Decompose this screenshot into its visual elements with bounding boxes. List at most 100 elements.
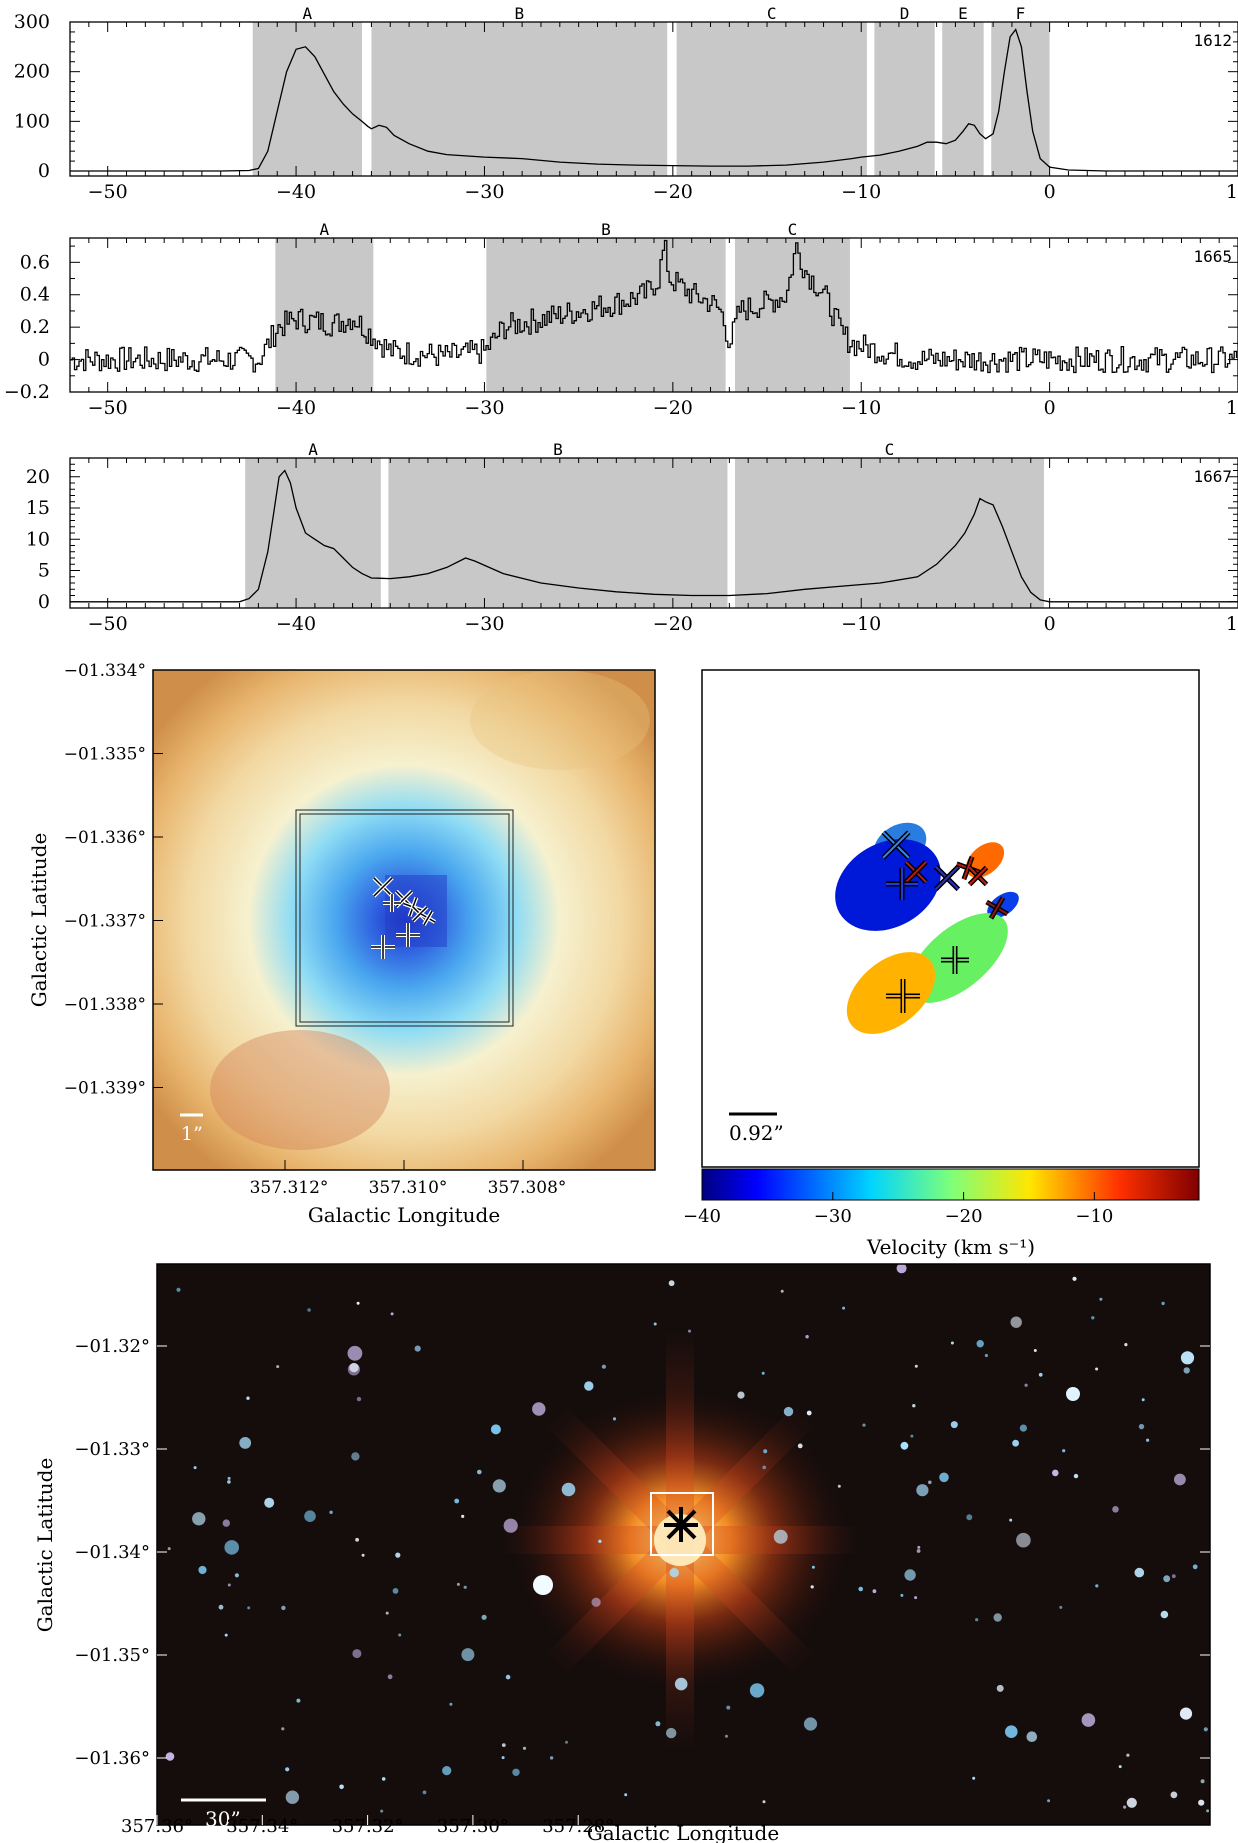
y-tick-label: 300 [14, 11, 50, 33]
velocity-component-ellipse [846, 952, 936, 1034]
region-c [735, 238, 850, 392]
x-tick-label: 0 [1044, 397, 1056, 419]
zoom-map-panel: 1” −01.334°−01.335°−01.336°−01.337°−01.3… [27, 661, 656, 1227]
y-tick-label: 5 [38, 560, 50, 582]
zoom-y-tick-label: −01.337° [64, 912, 146, 932]
zoom-x-ticks: 357.312° 357.310° 357.308° [250, 1160, 567, 1198]
wide-y-axis-label: Galactic Latitude [33, 1458, 57, 1633]
x-tick-label: 0 [1044, 181, 1056, 203]
y-tick-label: 0.4 [20, 284, 50, 306]
bright-star [533, 1575, 553, 1595]
region-label: C [788, 220, 798, 239]
zoom-y-ticks: −01.334° −01.335° −01.336° −01.337° −01.338°… [64, 661, 163, 1099]
spectrum-line [70, 28, 1238, 172]
colorbar-tick-label: −20 [945, 1206, 983, 1227]
zoom-y-tick-label: −01.339° [64, 1079, 146, 1099]
y-tick-label: 200 [14, 61, 50, 83]
wide-y-tick-label: −01.33° [74, 1439, 150, 1460]
x-tick-label: −30 [464, 181, 504, 203]
frequency-label: 1667 [1193, 467, 1232, 486]
zoom-x-tick-label: 357.310° [369, 1178, 448, 1198]
colorbar-tick-label: −30 [814, 1206, 852, 1227]
colorbar-ticks: −40 −30 −20 −10 [683, 1192, 1113, 1227]
zoom-y-tick-label: −01.336° [64, 828, 146, 848]
wide-x-tick-label: 357.30° [437, 1816, 509, 1837]
region-a [252, 22, 362, 176]
spectrum-line [70, 239, 1238, 374]
region-label: A [303, 4, 313, 23]
x-tick-label: 10 [1226, 613, 1238, 635]
wide-x-tick-label: 357.28° [542, 1816, 614, 1837]
wide-scale-label: 30” [205, 1807, 241, 1831]
x-tick-label: −30 [464, 397, 504, 419]
velocity-ellipses [835, 822, 1019, 1034]
colorbar-tick-label: −40 [683, 1206, 721, 1227]
x-tick-label: −40 [276, 397, 316, 419]
zoom-y-tick-label: −01.335° [64, 745, 146, 765]
region-label: C [885, 440, 895, 459]
wide-y-tick-label: −01.36° [74, 1748, 150, 1769]
wide-field-image [157, 1264, 1210, 1825]
region-label: C [767, 4, 777, 23]
y-tick-label: 0 [38, 591, 50, 613]
y-tick-label: 0.6 [20, 251, 50, 273]
region-label: B [553, 440, 563, 459]
frequency-label: 1612 [1193, 31, 1232, 50]
region-label: A [320, 220, 330, 239]
wide-x-axis-label: Galactic Longitude [587, 1821, 779, 1843]
region-d [874, 22, 935, 176]
x-tick-label: −10 [841, 613, 881, 635]
x-tick-label: −40 [276, 613, 316, 635]
y-tick-label: 10 [26, 528, 50, 550]
x-tick-label: −10 [841, 397, 881, 419]
region-label: E [958, 4, 968, 23]
x-tick-label: −20 [653, 397, 693, 419]
region-label: D [900, 4, 910, 23]
spectrum-1665-panel: A B C −50 −40 −30 −20 −10 0 10 −0.2 0 0.2 0.4 0.6 1665 [4, 220, 1238, 419]
wide-y-tick-label: −01.35° [74, 1645, 150, 1666]
region-a [245, 458, 381, 608]
x-tick-label: −20 [653, 181, 693, 203]
y-tick-label: 15 [26, 497, 50, 519]
region-c [735, 458, 1044, 608]
velocity-colorbar [701, 1168, 1200, 1201]
x-tick-label: −50 [88, 181, 128, 203]
field-stars [165, 1264, 1210, 1813]
velocity-component-panel: 0.92” −40 −30 −20 −10 Velocity (km s⁻¹) [683, 669, 1200, 1259]
y-tick-label: 0 [38, 160, 50, 182]
spectrum-1667-panel: A B C −50 −40 −30 −20 −10 0 10 0 5 10 15 20 1667 [26, 440, 1238, 635]
region-a [275, 238, 374, 392]
y-tick-label: 100 [14, 110, 50, 132]
region-label: B [514, 4, 524, 23]
x-tick-label: −50 [88, 397, 128, 419]
zoom-x-axis-label: Galactic Longitude [308, 1203, 500, 1227]
x-tick-label: 0 [1044, 613, 1056, 635]
wide-y-tick-label: −01.32° [74, 1336, 150, 1357]
region-b [486, 238, 726, 392]
y-tick-label: −0.2 [4, 381, 50, 403]
x-tick-label: −40 [276, 181, 316, 203]
bright-star [1066, 1387, 1080, 1401]
zoom-y-axis-label: Galactic Latitude [27, 833, 51, 1008]
frequency-label: 1665 [1193, 247, 1232, 266]
wide-y-ticks: −01.32° −01.33° −01.34° −01.35° −01.36° [74, 1336, 1210, 1769]
zoom-scale-label: 1” [181, 1123, 203, 1145]
region-label: B [601, 220, 611, 239]
y-tick-label: 0 [38, 349, 50, 371]
wide-x-ticks: 357.36° 357.34° 357.32° 357.30° 357.28° [121, 1815, 614, 1837]
x-tick-label: −20 [653, 613, 693, 635]
wide-y-tick-label: −01.34° [74, 1542, 150, 1563]
colorbar-tick-label: −10 [1075, 1206, 1113, 1227]
zoom-y-tick-label: −01.338° [64, 995, 146, 1015]
y-tick-label: 0.2 [20, 316, 50, 338]
wide-x-tick-label: 357.32° [332, 1816, 404, 1837]
region-b [371, 22, 668, 176]
velocity-scale-label: 0.92” [729, 1121, 784, 1145]
x-tick-label: −50 [88, 613, 128, 635]
spectrum-line [70, 469, 1238, 603]
wide-x-tick-label: 357.34° [226, 1816, 298, 1837]
zoom-y-tick-label: −01.334° [64, 661, 146, 681]
region-label: F [1016, 4, 1026, 23]
zoom-x-tick-label: 357.308° [488, 1178, 567, 1198]
